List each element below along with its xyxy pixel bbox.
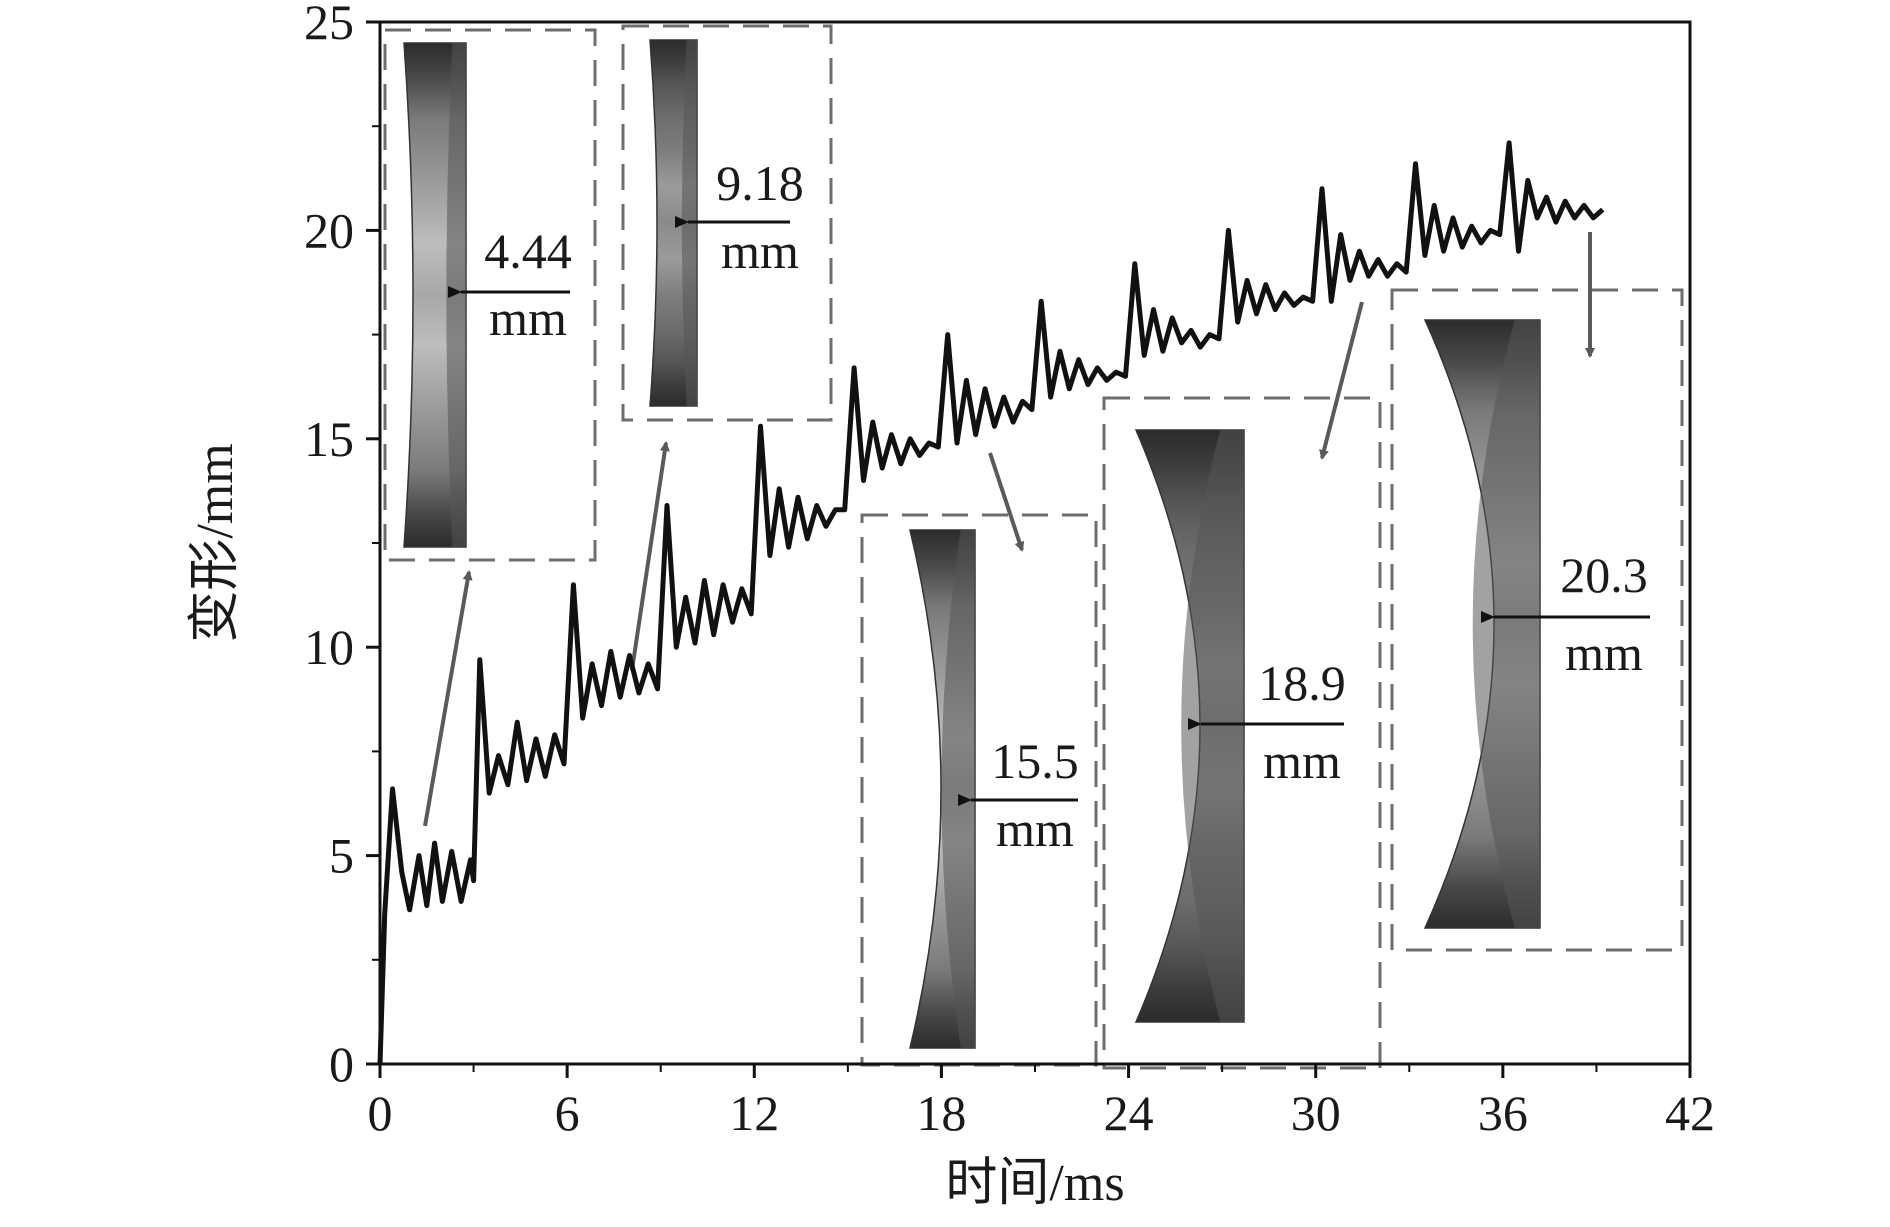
- x-tick-label: 42: [1665, 1085, 1715, 1141]
- axes: 0 6 12 18 24 30 36 42 0 5 10 15 20 25 时间/ms 变形/mm: [187, 0, 1715, 1212]
- inset-frame: [860, 513, 1098, 1067]
- deflection-unit-label: mm: [1565, 625, 1643, 681]
- deflection-value-label: 20.3: [1560, 547, 1648, 603]
- y-tick-label: 5: [329, 828, 354, 884]
- x-tick-label: 24: [1104, 1085, 1154, 1141]
- plate-edge: [1472, 320, 1540, 928]
- deflection-value-label: 9.18: [716, 155, 804, 211]
- inset-deformation-5: 20.3 mm: [1390, 232, 1684, 952]
- inset-connector-arrow: [1319, 301, 1364, 460]
- x-tick-label: 0: [368, 1085, 393, 1141]
- inset-frame: [383, 28, 597, 562]
- deformation-series-line: [377, 140, 1605, 1065]
- y-axis-title: 变形/mm: [187, 443, 244, 642]
- inset-frame: [1102, 396, 1382, 1070]
- y-tick-label: 20: [304, 202, 354, 258]
- y-tick-label: 10: [304, 619, 354, 675]
- x-tick-label: 18: [916, 1085, 966, 1141]
- x-tick-label: 12: [729, 1085, 779, 1141]
- deflection-unit-label: mm: [1263, 733, 1341, 789]
- inset-layer: 4.44 mm 9.18 mm 15.5 mm 18.9 mm 20.3 mm: [383, 24, 1684, 1070]
- inset-deformation-3: 15.5 mm: [860, 452, 1098, 1067]
- x-axis-title: 时间/ms: [945, 1155, 1124, 1212]
- inset-connector-arrow: [423, 570, 473, 827]
- deflection-unit-label: mm: [721, 223, 799, 279]
- y-tick-label: 0: [329, 1036, 354, 1092]
- deflection-unit-label: mm: [489, 290, 567, 346]
- inset-frame: [621, 24, 833, 422]
- plate-edge: [446, 43, 466, 547]
- plot-area: [377, 140, 1605, 1065]
- deflection-value-label: 18.9: [1258, 655, 1346, 711]
- plate-edge: [941, 530, 975, 1048]
- x-tick-label: 30: [1291, 1085, 1341, 1141]
- deflection-unit-label: mm: [996, 801, 1074, 857]
- deflection-value-label: 15.5: [991, 733, 1079, 789]
- deflection-value-label: 4.44: [484, 223, 572, 279]
- x-tick-label: 36: [1478, 1085, 1528, 1141]
- x-tick-label: 6: [555, 1085, 580, 1141]
- inset-connector-arrow: [988, 452, 1025, 552]
- y-tick-label: 25: [304, 0, 354, 50]
- inset-connector-arrow: [630, 441, 670, 671]
- inset-deformation-4: 18.9 mm: [1102, 301, 1382, 1070]
- y-tick-label: 15: [304, 411, 354, 467]
- inset-frame: [1390, 288, 1684, 952]
- inset-deformation-2: 9.18 mm: [621, 24, 833, 671]
- inset-deformation-1: 4.44 mm: [383, 28, 597, 827]
- plate-edge: [1181, 430, 1244, 1022]
